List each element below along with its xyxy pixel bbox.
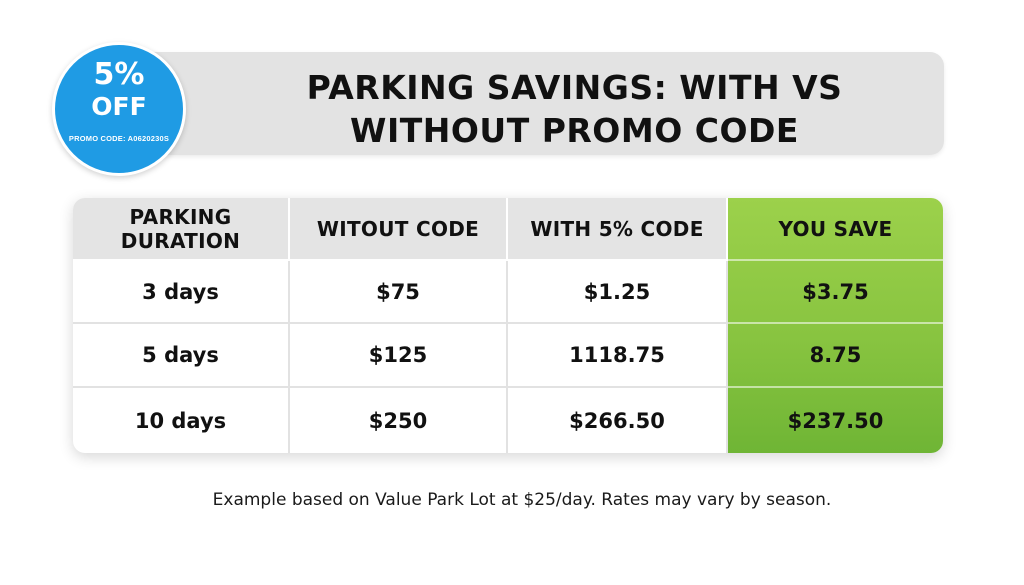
promo-badge: 5% OFF PROMO CODE: A0620230S [52,42,186,176]
header-label: WITOUT CODE [316,216,480,241]
savings-table: PARKING DURATION WITOUT CODE WITH 5% COD… [73,198,943,453]
cell-you-save: $3.75 [728,261,943,324]
page-title: PARKING SAVINGS: WITH VS WITHOUT PROMO C… [306,68,843,150]
title-banner: PARKING SAVINGS: WITH VS WITHOUT PROMO C… [120,52,944,155]
cell-duration: 5 days [73,324,290,388]
cell-duration: 10 days [73,388,290,453]
cell-with-code: 1118.75 [508,324,728,388]
promo-code-text: PROMO CODE: A0620230S [68,134,170,143]
cell-you-save: $237.50 [787,408,884,433]
cell-without-code: $75 [290,261,508,324]
cell-without-code: $250 [290,388,508,453]
cell-with-code: $266.50 [508,388,728,453]
promo-off-label: OFF [91,92,147,121]
header-label: WITH 5% CODE [530,216,704,241]
table-grid: PARKING DURATION WITOUT CODE WITH 5% COD… [73,198,943,453]
header-parking-duration: PARKING DURATION [73,198,290,261]
cell-duration: 3 days [73,261,290,324]
header-label: YOU SAVE [778,216,893,241]
footnote: Example based on Value Park Lot at $25/d… [212,490,832,510]
header-label: PARKING DURATION [120,204,241,253]
cell-with-code: $1.25 [508,261,728,324]
header-without-code: WITOUT CODE [290,198,508,261]
you-save-column-background [728,198,943,453]
cell-you-save: 8.75 [728,324,943,388]
header-with-code: WITH 5% CODE [508,198,728,261]
header-you-save: YOU SAVE [728,198,943,261]
cell-without-code: $125 [290,324,508,388]
promo-percent: 5% [93,57,145,92]
